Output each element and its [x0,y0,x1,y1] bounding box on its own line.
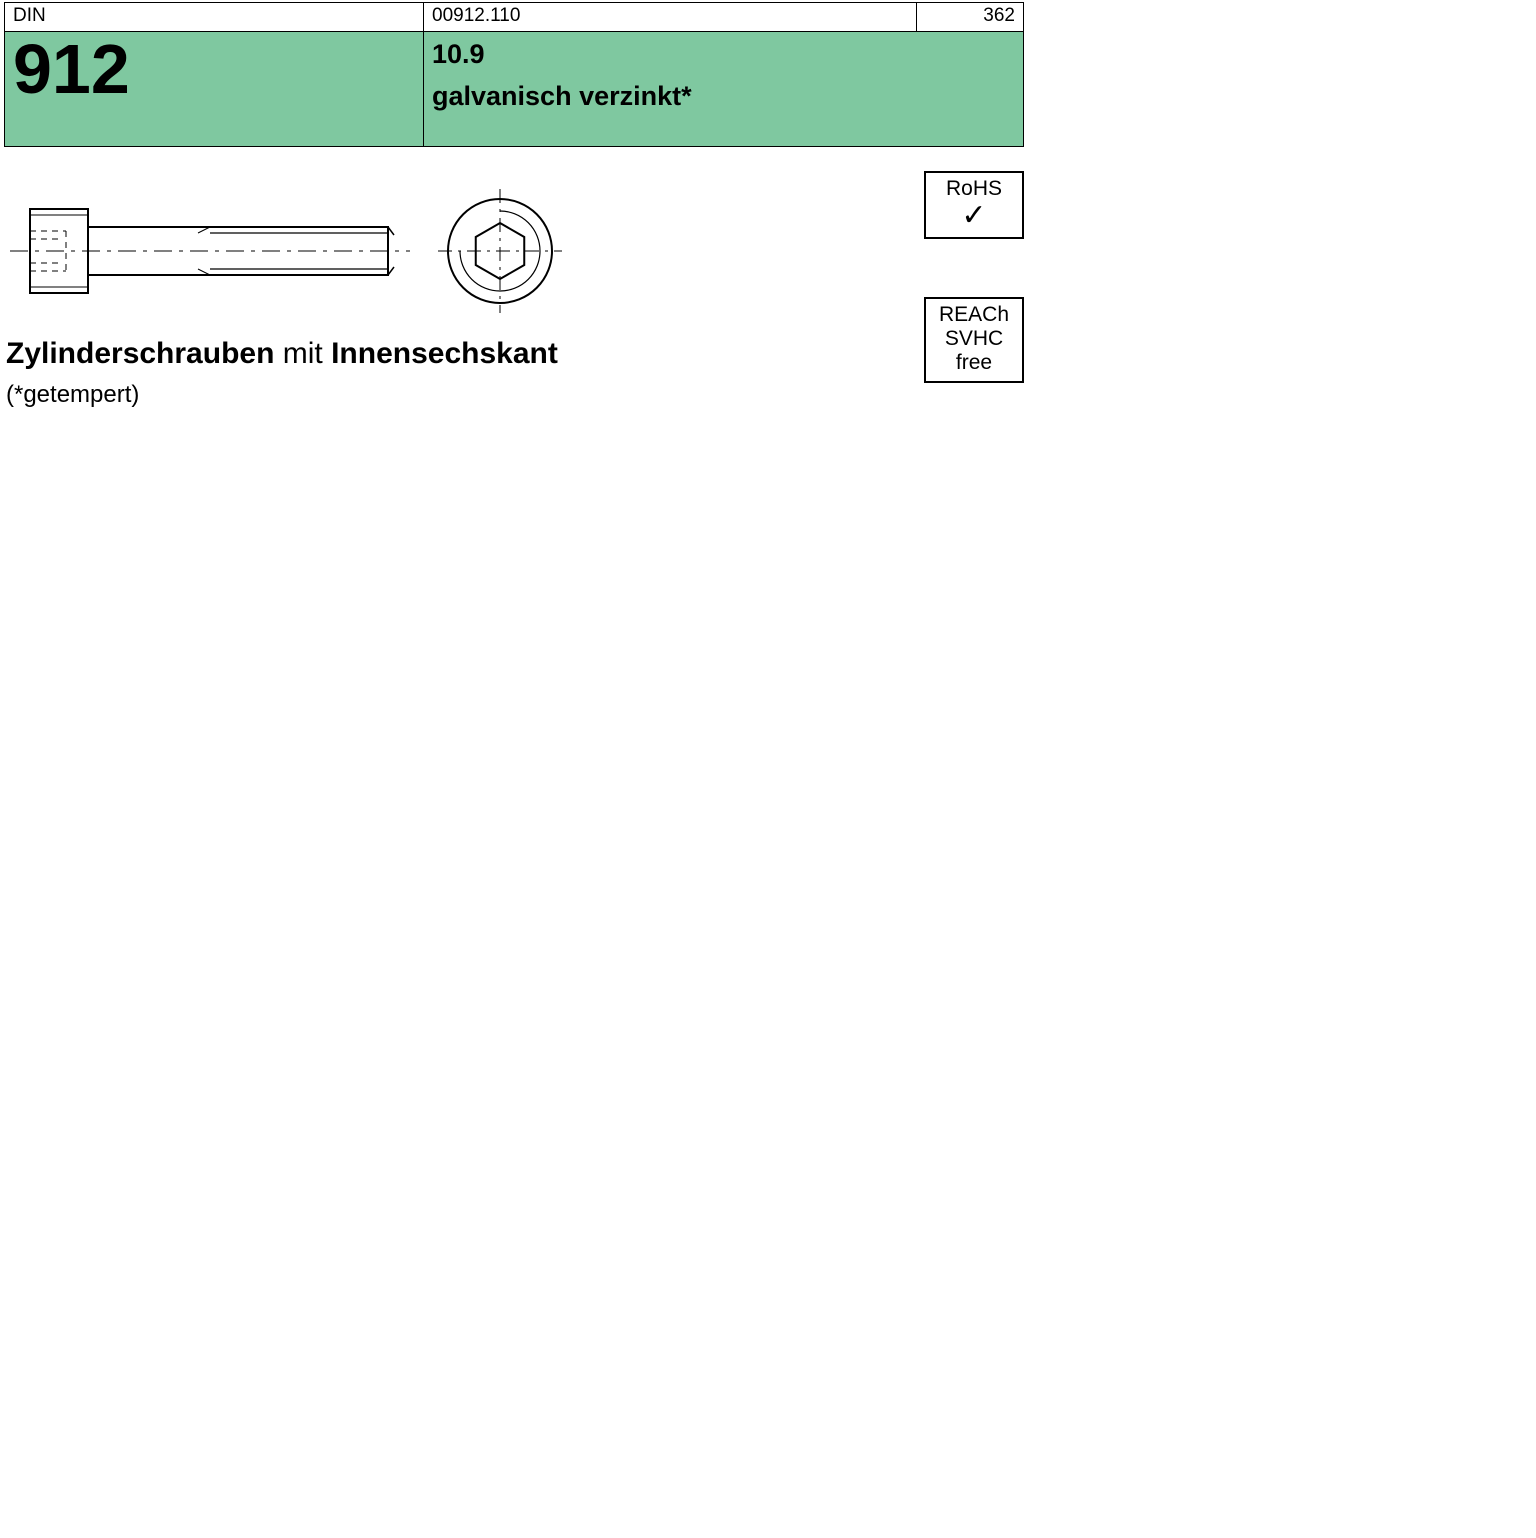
reach-line3: free [928,351,1020,375]
check-icon: ✓ [928,201,1020,231]
page-number-cell: 362 [917,3,1024,32]
title-connector: mit [274,337,331,370]
title-main: Zylinderschrauben [6,337,274,370]
screw-drawing [10,181,590,321]
reach-badge: REACh SVHC free [924,297,1024,383]
rohs-badge: RoHS ✓ [924,171,1024,239]
spec-header-table: DIN 00912.110 362 912 10.9 galvanisch ve… [4,2,1024,147]
title-note: (*getempert) [6,381,558,409]
article-code-cell: 00912.110 [424,3,917,32]
strength-class: 10.9 [432,34,1015,76]
coating: galvanisch verzinkt* [432,76,1015,118]
product-title: Zylinderschrauben mit Innensechskant [6,337,558,371]
din-label: DIN [13,5,46,26]
standard-number: 912 [13,30,130,108]
rohs-label: RoHS [928,177,1020,201]
page-number: 362 [983,5,1015,26]
article-code: 00912.110 [432,5,520,26]
spec-cell: 10.9 galvanisch verzinkt* [424,32,1024,147]
reach-line1: REACh [928,303,1020,327]
din-label-cell: DIN [5,3,424,32]
standard-number-cell: 912 [5,32,424,147]
title-block: Zylinderschrauben mit Innensechskant (*g… [6,337,558,409]
reach-line2: SVHC [928,327,1020,351]
title-feature: Innensechskant [331,337,558,370]
body-area: Zylinderschrauben mit Innensechskant (*g… [4,147,1024,507]
